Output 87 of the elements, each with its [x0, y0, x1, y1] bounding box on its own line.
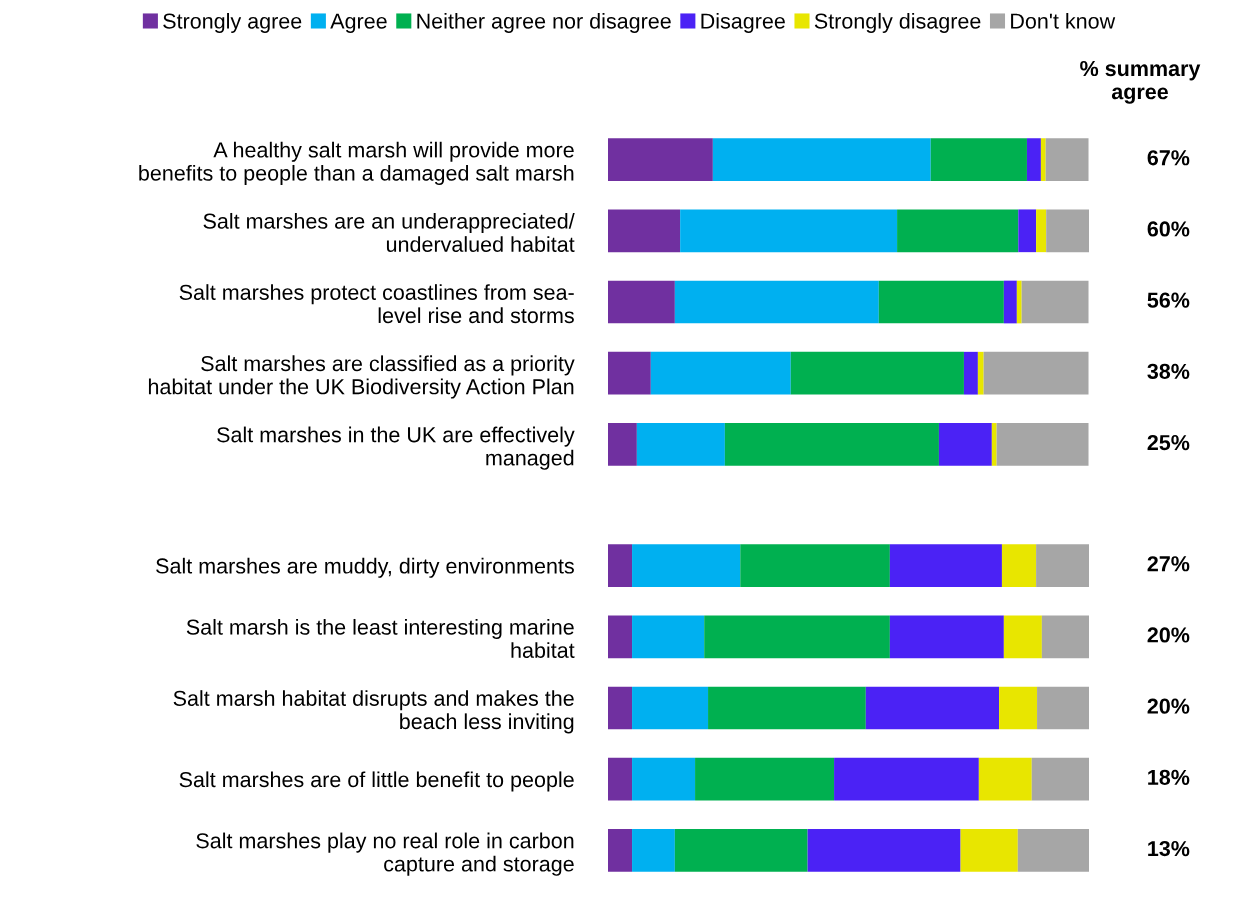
bar [1016, 280, 1022, 324]
bar [608, 351, 651, 395]
y-tick-label: Salt marshes are of little benefit to people [179, 771, 574, 792]
bar [930, 138, 1027, 181]
legend-label: Neither agree nor disagree [417, 12, 671, 33]
bar [996, 423, 1089, 466]
bar [1021, 280, 1089, 324]
bar [608, 829, 633, 872]
y-tick-label: A healthy salt marsh will provide more benefits to people than a damaged salt marsh [139, 141, 574, 186]
bar [1037, 686, 1089, 730]
bar [963, 351, 978, 395]
bar [608, 615, 633, 659]
bar [1036, 544, 1089, 587]
bar [695, 757, 835, 801]
bar [608, 544, 633, 587]
text: 56% [1147, 292, 1190, 308]
bar [1017, 829, 1089, 872]
y-tick-label: Salt marshes are an underappreciated/ undervalued habitat [203, 212, 575, 252]
bar [1036, 209, 1047, 253]
bar [878, 280, 1004, 324]
bar [889, 544, 1002, 587]
bar [889, 615, 1004, 659]
legend-label: Disagree [701, 12, 785, 33]
bar [1001, 544, 1037, 587]
bar [608, 280, 675, 324]
bar [636, 423, 725, 466]
bar [704, 615, 890, 659]
bar [1031, 757, 1089, 801]
y-tick-label: Salt marsh habitat disrupts and makes the beach less inviting [173, 690, 574, 734]
y-tick-label: Salt marshes protect coastlines from sea- level rise and storms [179, 284, 574, 324]
bar [608, 757, 633, 801]
bar [1046, 209, 1089, 253]
bar [897, 209, 1019, 253]
text: 60% [1147, 221, 1190, 237]
y-tick-label: Salt marshes are classified as a priority habitat under the UK Biodiversity Action Plan [148, 355, 575, 399]
bar [1018, 209, 1037, 253]
text: 27% [1147, 556, 1190, 572]
bar [632, 829, 675, 872]
bar [674, 280, 879, 324]
bar [1003, 615, 1042, 659]
bar [608, 138, 713, 181]
bar [865, 686, 1000, 730]
text: 25% [1147, 434, 1190, 451]
text: 20% [1147, 627, 1190, 643]
bar [983, 351, 1089, 395]
bar [1026, 138, 1041, 181]
y-tick-label: Salt marsh is the least interesting marine habitat [186, 618, 575, 658]
y-tick-label: Salt marshes are muddy, dirty environments [156, 557, 574, 578]
bar [999, 686, 1038, 730]
bar [1041, 615, 1089, 659]
legend-label: Strongly agree [163, 12, 302, 33]
bar [834, 757, 979, 801]
bar [977, 351, 984, 395]
text: 20% [1147, 698, 1190, 714]
legend-label: Strongly disagree [814, 12, 981, 33]
bar [740, 544, 890, 587]
y-tick-label: Salt marshes play no real role in carbon capture and storage [196, 832, 574, 876]
bar [632, 544, 741, 587]
bar [674, 829, 808, 872]
text: 67% [1147, 150, 1190, 166]
bar [807, 829, 961, 872]
bar [724, 423, 939, 466]
legend-label: Don't know [1011, 12, 1116, 29]
bar [608, 423, 637, 466]
text: 13% [1148, 840, 1190, 857]
bar [608, 209, 681, 253]
bar [991, 423, 997, 466]
bar [632, 686, 709, 730]
y-tick-label: Salt marshes in the UK are effectively managed [217, 426, 575, 470]
text: 18% [1148, 769, 1190, 785]
bar [712, 138, 931, 181]
bar [978, 757, 1032, 801]
bar [608, 686, 633, 730]
bar [1003, 280, 1017, 324]
text: 38% [1147, 363, 1190, 380]
bar [1040, 138, 1046, 181]
bar [960, 829, 1018, 872]
bar [632, 757, 696, 801]
bar [790, 351, 964, 395]
bar [632, 615, 705, 659]
bar [680, 209, 898, 253]
bar [938, 423, 992, 466]
bar [1045, 138, 1089, 181]
legend-label: Agree [330, 13, 387, 33]
text: % summary agree [1080, 60, 1201, 104]
bar [650, 351, 791, 395]
bar [708, 686, 866, 730]
